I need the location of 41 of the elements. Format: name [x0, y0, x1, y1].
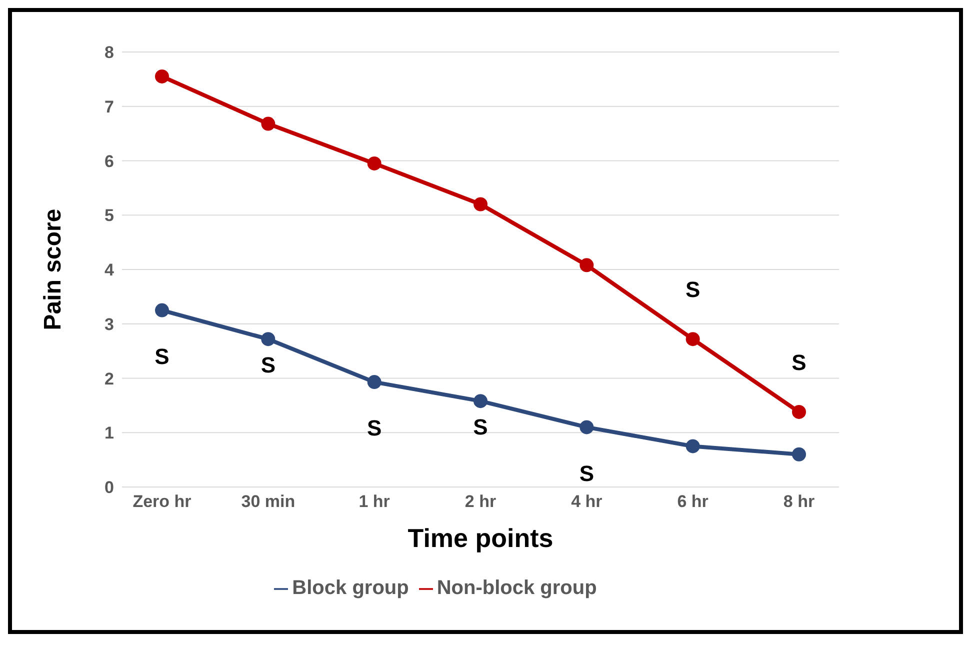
annotation: S	[260, 352, 276, 378]
y-axis-title: Pain score	[40, 208, 67, 330]
x-tick-label: 4 hr	[571, 492, 603, 512]
y-tick-label: 4	[104, 260, 115, 280]
annotation: S	[473, 414, 488, 440]
annotation: S	[366, 416, 382, 441]
point	[686, 439, 700, 454]
point	[474, 197, 488, 212]
x-tick-label: Zero hr	[132, 492, 192, 512]
point	[686, 332, 700, 346]
x-tick-label: 8 hr	[783, 492, 815, 512]
y-tick-label: 7	[104, 97, 114, 116]
x-tick-label: 30 min	[241, 492, 296, 512]
y-tick-label: 0	[104, 478, 114, 498]
y-tick-label: 8	[104, 43, 114, 62]
y-tick-label: 3	[104, 314, 114, 334]
point	[261, 332, 276, 346]
point	[792, 447, 806, 462]
point	[261, 116, 276, 131]
point	[155, 69, 169, 84]
y-tick-label: 5	[104, 206, 114, 226]
annotation: S	[579, 460, 594, 486]
x-tick-label: 1 hr	[358, 492, 390, 512]
point	[367, 375, 382, 390]
y-tick-label: 1	[104, 424, 114, 443]
point	[474, 394, 488, 408]
y-tick-label: 6	[104, 152, 114, 171]
x-tick-label: 6 hr	[677, 492, 709, 512]
point	[580, 258, 594, 272]
x-axis-title: Time points	[408, 523, 554, 553]
x-tick-label: 2 hr	[464, 492, 496, 512]
point	[367, 156, 382, 170]
point	[792, 404, 806, 419]
legend-label: Block group	[292, 577, 409, 599]
legend-label: Non-block group	[436, 577, 597, 599]
point	[155, 303, 169, 318]
y-tick-label: 2	[104, 369, 114, 388]
annotation: S	[685, 277, 700, 302]
point	[580, 420, 594, 434]
annotation: S	[154, 344, 170, 369]
annotation: S	[792, 350, 806, 375]
